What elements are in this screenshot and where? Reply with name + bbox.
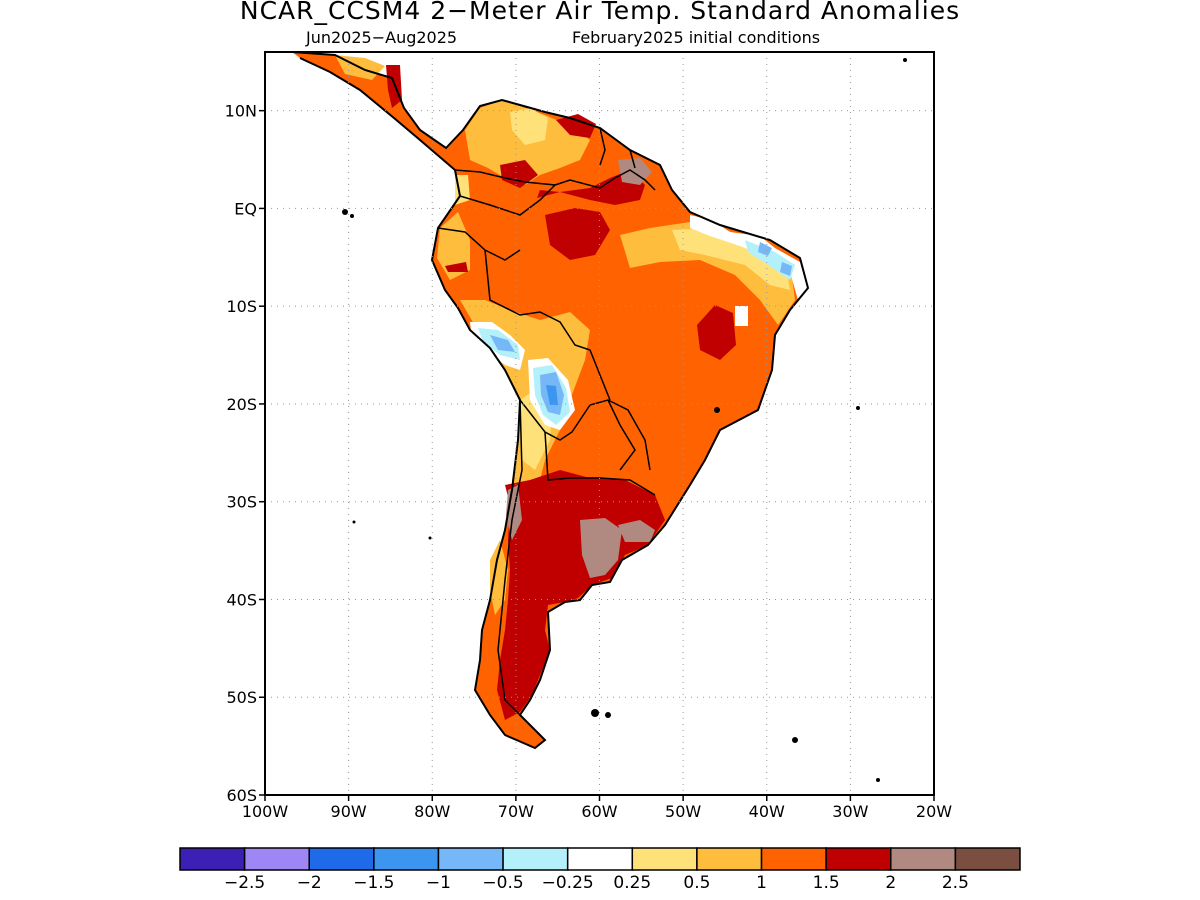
lat-tick-label: 30S [226, 493, 257, 512]
colorbar-swatch [696, 847, 763, 871]
latitude-axis: 10N EQ 10S 20S 30S 40S 50S 60S [225, 102, 265, 805]
lon-tick-label: 80W [414, 802, 450, 821]
lon-tick-label: 40W [749, 802, 785, 821]
colorbar-label: −1 [426, 873, 451, 893]
colorbar-swatch [631, 847, 698, 871]
lon-tick-label: 20W [916, 802, 952, 821]
colorbar-label: −2 [297, 873, 322, 893]
lat-tick-label: 40S [226, 590, 257, 609]
colorbar-label: 1 [756, 873, 767, 893]
colorbar-swatch [437, 847, 504, 871]
colorbar-swatch [373, 847, 440, 871]
islands [342, 58, 907, 782]
colorbar-labels: −2.5 −2 −1.5 −1 −0.5 −0.25 0.25 0.5 1 1.5 2 2.5 [224, 873, 969, 893]
lat-tick-label: 50S [226, 688, 257, 707]
colorbar-label: −0.25 [542, 873, 594, 893]
longitude-axis: 100W 90W 80W 70W 60W 50W 40W 30W 20W [242, 795, 952, 821]
colorbar-label: 2 [885, 873, 896, 893]
colorbar-label: 0.25 [613, 873, 651, 893]
forecast-period: Jun2025−Aug2025 [306, 28, 458, 47]
lon-tick-label: 50W [665, 802, 701, 821]
colorbar [179, 847, 1021, 871]
coastline [291, 52, 810, 750]
lon-tick-label: 100W [242, 802, 289, 821]
colorbar-label: 1.5 [813, 873, 840, 893]
colorbar-label: 2.5 [942, 873, 969, 893]
lat-tick-label: 10S [226, 297, 257, 316]
lon-tick-label: 90W [331, 802, 367, 821]
colorbar-swatch [954, 847, 1021, 871]
colorbar-swatch [566, 847, 634, 871]
lat-tick-label: 20S [226, 395, 257, 414]
anomaly-zone-minus-1 [546, 385, 558, 405]
colorbar-label: 0.5 [683, 873, 710, 893]
colorbar-label: −1.5 [353, 873, 394, 893]
lon-tick-label: 70W [498, 802, 534, 821]
colorbar-swatch [502, 847, 569, 871]
lon-tick-label: 60W [581, 802, 617, 821]
country-borders [437, 127, 656, 716]
colorbar-swatch [179, 847, 246, 871]
colorbar-swatch [308, 847, 375, 871]
colorbar-label: −2.5 [224, 873, 265, 893]
lat-tick-label: 10N [225, 102, 257, 121]
anomaly-field [265, 52, 934, 795]
lon-tick-label: 30W [832, 802, 868, 821]
colorbar-swatch [760, 847, 827, 871]
colorbar-swatch [243, 847, 310, 871]
lat-tick-label: EQ [234, 199, 257, 218]
initial-conditions: February2025 initial conditions [572, 28, 821, 47]
chart-title: NCAR_CCSM4 2−Meter Air Temp. Standard An… [239, 0, 961, 25]
colorbar-label: −0.5 [482, 873, 523, 893]
lat-tick-label: 60S [226, 786, 257, 805]
colorbar-swatch [825, 847, 892, 871]
colorbar-swatch [890, 847, 957, 871]
